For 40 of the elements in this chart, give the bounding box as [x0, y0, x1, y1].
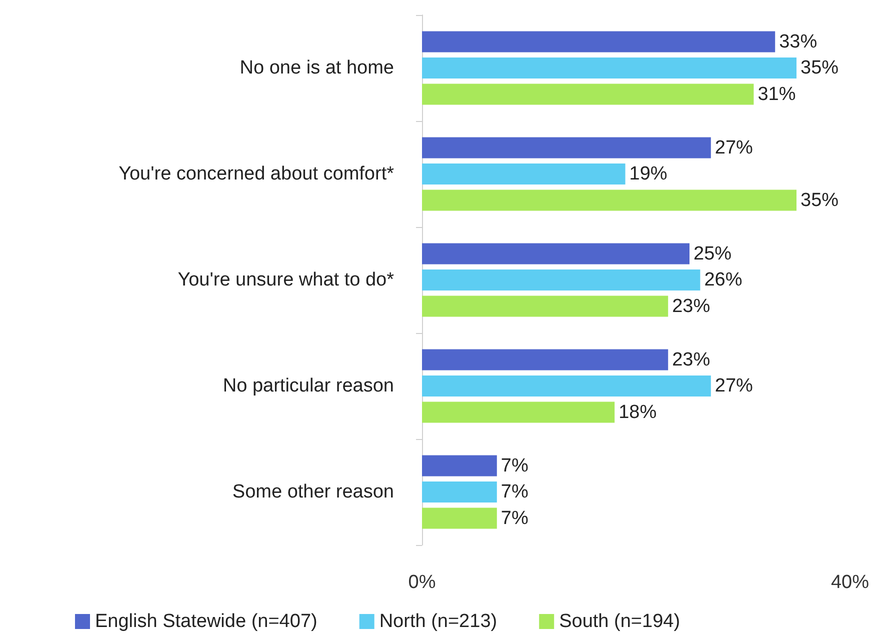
legend-label: South (n=194): [559, 611, 680, 632]
bar: [422, 270, 700, 290]
bar: [422, 84, 754, 105]
bar: [422, 508, 497, 529]
bar: [422, 376, 711, 396]
data-label: 33%: [779, 31, 818, 52]
data-label: 31%: [758, 84, 796, 105]
data-label: 19%: [629, 164, 668, 184]
legend-label: North (n=213): [379, 611, 498, 632]
legend-label: English Statewide (n=407): [95, 611, 318, 632]
data-label: 27%: [714, 376, 754, 396]
data-label: 23%: [672, 349, 710, 370]
data-label: 26%: [704, 270, 742, 290]
bar: [422, 164, 626, 184]
bar: [422, 58, 796, 78]
bar: [422, 455, 497, 476]
x-tick-label: 40%: [830, 572, 870, 593]
data-label: 23%: [672, 296, 710, 317]
bar: [422, 402, 615, 423]
bar: [422, 243, 690, 264]
data-label: 35%: [800, 58, 839, 78]
data-label: 27%: [714, 137, 754, 158]
bar: [422, 190, 796, 211]
data-label: 35%: [800, 190, 839, 211]
bar: [422, 137, 711, 158]
bar: [422, 482, 497, 502]
bar: [422, 296, 668, 317]
data-label: 7%: [500, 482, 528, 502]
data-label: 18%: [618, 402, 657, 423]
y-tick-label: You're unsure what to do*: [178, 270, 395, 290]
y-tick-label: You're concerned about comfort*: [118, 164, 395, 184]
y-tick-label: Some other reason: [232, 482, 394, 502]
x-tick-label: 0%: [408, 572, 436, 593]
data-label: 25%: [694, 243, 732, 264]
bar: [422, 349, 668, 370]
y-tick-label: No particular reason: [222, 376, 394, 396]
bar: [422, 31, 776, 52]
data-label: 7%: [500, 508, 528, 529]
y-tick-label: No one is at home: [240, 58, 394, 78]
data-label: 7%: [500, 455, 528, 476]
